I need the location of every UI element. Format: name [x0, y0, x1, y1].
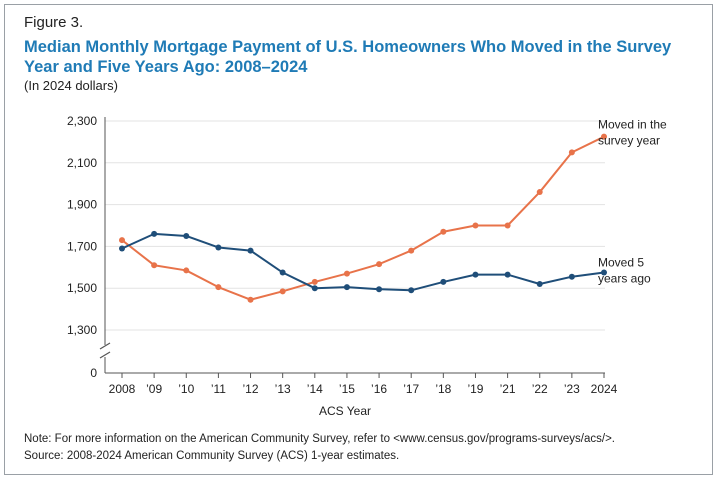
data-point — [440, 228, 447, 235]
x-tick-label: 2024 — [591, 382, 618, 396]
axes — [99, 117, 605, 374]
y-tick-label: 1,500 — [67, 281, 97, 295]
y-tick-label: 2,100 — [67, 156, 97, 170]
x-tick-label: ’10 — [178, 382, 194, 396]
x-tick-label: 2008 — [109, 382, 136, 396]
data-point — [311, 285, 318, 292]
data-point — [408, 287, 415, 294]
data-point — [183, 232, 190, 239]
data-point — [536, 281, 543, 288]
data-point — [536, 189, 543, 196]
x-axis-label: ACS Year — [319, 404, 371, 418]
x-tick-label: ’12 — [243, 382, 259, 396]
source-text: Source: 2008-2024 American Community Sur… — [24, 450, 400, 462]
x-tick-label: ’16 — [371, 382, 387, 396]
chart-title: Median Monthly Mortgage Payment of U.S. … — [24, 38, 672, 76]
y-tick-label: 0 — [90, 366, 97, 380]
data-point — [215, 244, 222, 251]
data-point — [440, 278, 447, 285]
x-tick-label: ’09 — [146, 382, 162, 396]
data-point — [279, 269, 286, 276]
x-tick-label: ’17 — [403, 382, 419, 396]
y-tick-label: 2,300 — [67, 114, 97, 128]
x-tick-label: ’11 — [211, 382, 226, 396]
data-point — [343, 270, 350, 277]
data-point — [408, 247, 415, 254]
y-tick-label: 1,900 — [67, 198, 97, 212]
series-label: Moved 5 — [598, 256, 644, 270]
chart-note: Note: For more information on the Americ… — [24, 431, 704, 465]
data-point — [215, 284, 222, 291]
axis-break-mark — [99, 342, 111, 350]
data-point — [568, 273, 575, 280]
x-tick-label: ’22 — [532, 382, 548, 396]
series-label: survey year — [598, 134, 660, 148]
data-point — [151, 262, 158, 269]
y-tick-label: 1,300 — [67, 323, 97, 337]
x-tick-labels: 2008 ’09 ’10 ’11 ’12 ’13 ’14 ’15 ’16 ’17 ’18 ’19 ’21… — [109, 373, 618, 396]
y-tick-labels: 2,300 2,100 1,900 1,700 1,500 1,300 0 — [67, 114, 97, 380]
data-point — [311, 278, 318, 285]
x-tick-label: ’19 — [467, 382, 483, 396]
data-point — [119, 237, 125, 244]
data-point — [601, 269, 607, 276]
x-tick-label: ’13 — [275, 382, 291, 396]
series-label: Moved in the — [598, 118, 667, 132]
x-tick-label: ’14 — [307, 382, 323, 396]
data-point — [504, 271, 511, 278]
x-tick-label: ’23 — [564, 382, 580, 396]
series-line — [121, 135, 605, 301]
data-point — [247, 296, 254, 303]
series-line — [121, 232, 605, 292]
data-point — [601, 133, 607, 140]
data-point — [183, 267, 190, 274]
y-tick-label: 1,700 — [67, 239, 97, 253]
x-tick-label: ’18 — [435, 382, 451, 396]
chart-subtitle: (In 2024 dollars) — [24, 78, 118, 93]
axis-break-mark — [99, 351, 111, 359]
data-point — [343, 284, 350, 291]
data-point — [472, 271, 479, 278]
note-text: Note: For more information on the Americ… — [24, 433, 615, 445]
x-tick-label: ’21 — [500, 382, 516, 396]
data-point — [151, 230, 158, 237]
data-point — [376, 286, 383, 293]
data-point — [119, 245, 125, 252]
series-labels: Moved in the survey year Moved 5 years ago — [598, 118, 667, 286]
figure-label: Figure 3. — [24, 14, 84, 31]
data-point — [376, 261, 383, 268]
data-point — [247, 247, 254, 254]
series-label: years ago — [598, 272, 651, 286]
series — [119, 133, 607, 303]
data-point — [504, 222, 511, 229]
gridlines — [105, 120, 605, 331]
x-tick-label: ’15 — [339, 382, 355, 396]
data-point — [472, 222, 479, 229]
data-point — [279, 288, 286, 295]
data-point — [568, 149, 575, 156]
